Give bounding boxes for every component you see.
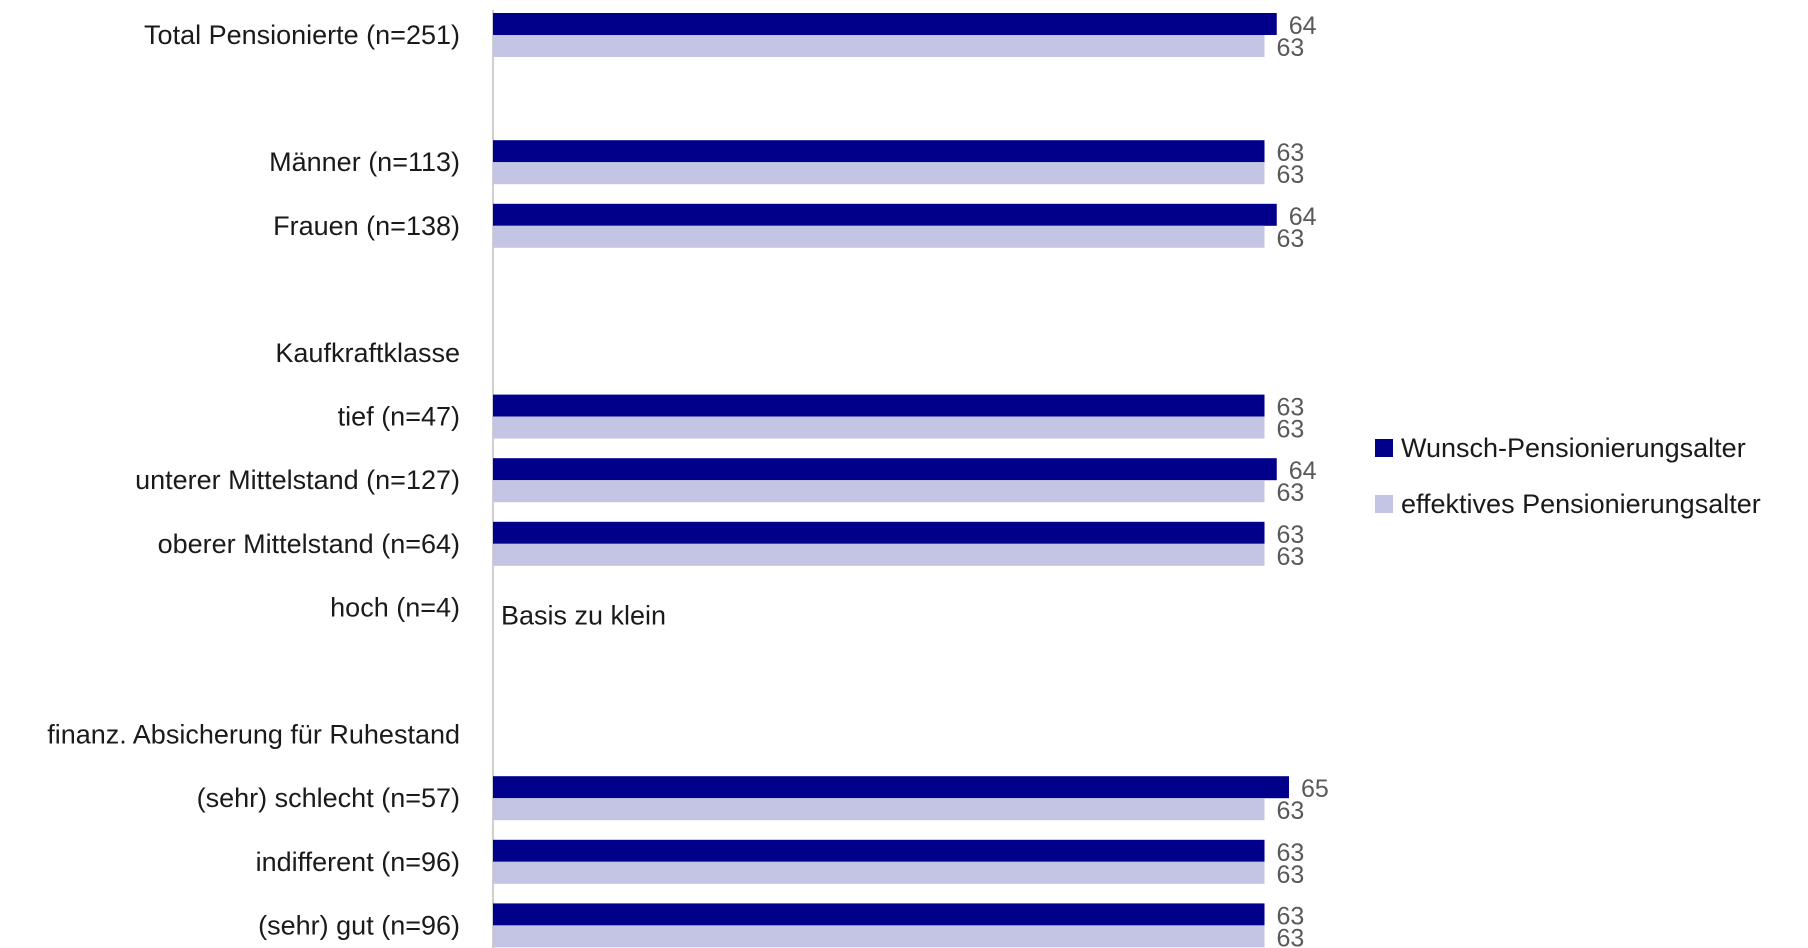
legend-swatch (1375, 439, 1393, 457)
bar (493, 416, 1265, 439)
category-label: hoch (n=4) (330, 592, 460, 622)
data-label: 63 (1277, 861, 1305, 889)
bar (493, 140, 1265, 163)
bar (493, 13, 1277, 35)
data-label: 63 (1277, 416, 1305, 444)
bar (493, 480, 1265, 503)
bar (493, 776, 1289, 799)
category-label: Männer (n=113) (269, 147, 460, 177)
data-label: 64 (1289, 12, 1317, 40)
bar (493, 861, 1265, 884)
data-label: 63 (1277, 394, 1305, 422)
data-label: 63 (1277, 139, 1305, 167)
legend-label: effektives Pensionierungsalter (1401, 489, 1761, 519)
bar (493, 925, 1265, 948)
category-label: Frauen (n=138) (273, 211, 460, 241)
data-label: 63 (1277, 902, 1305, 930)
bar (493, 543, 1265, 566)
data-label: 63 (1277, 521, 1305, 549)
data-label: 64 (1289, 203, 1317, 231)
data-label: 64 (1289, 457, 1317, 485)
data-label: 63 (1277, 839, 1305, 867)
bar (493, 203, 1277, 226)
category-label: (sehr) schlecht (n=57) (197, 783, 460, 813)
bar (493, 903, 1265, 926)
data-label: 65 (1301, 775, 1329, 803)
category-label: tief (n=47) (338, 402, 460, 432)
legend-label: Wunsch-Pensionierungsalter (1401, 433, 1746, 463)
data-label: 63 (1277, 34, 1305, 62)
bar (493, 521, 1265, 544)
category-label: indifferent (n=96) (256, 847, 460, 877)
legend-swatch (1375, 495, 1393, 513)
data-label: 63 (1277, 479, 1305, 507)
category-label: unterer Mittelstand (n=127) (135, 465, 460, 495)
category-label: (sehr) gut (n=96) (258, 910, 460, 940)
note-label: Basis zu klein (501, 600, 666, 630)
bar (493, 798, 1265, 821)
category-label: Kaufkraftklasse (275, 338, 460, 368)
bar (493, 162, 1265, 185)
category-label: oberer Mittelstand (n=64) (158, 529, 460, 559)
category-label: Total Pensionierte (n=251) (144, 20, 460, 50)
bar (493, 839, 1265, 862)
category-label: finanz. Absicherung für Ruhestand (47, 720, 460, 750)
bar (493, 35, 1265, 57)
legend: Wunsch-Pensionierungsalter effektives Pen… (1375, 433, 1761, 519)
bar (493, 394, 1265, 417)
data-label: 63 (1277, 161, 1305, 189)
data-label: 63 (1277, 543, 1305, 571)
data-label: 63 (1277, 924, 1305, 948)
data-label: 63 (1277, 225, 1305, 253)
bar (493, 458, 1277, 481)
bar (493, 225, 1265, 248)
data-label: 63 (1277, 797, 1305, 825)
